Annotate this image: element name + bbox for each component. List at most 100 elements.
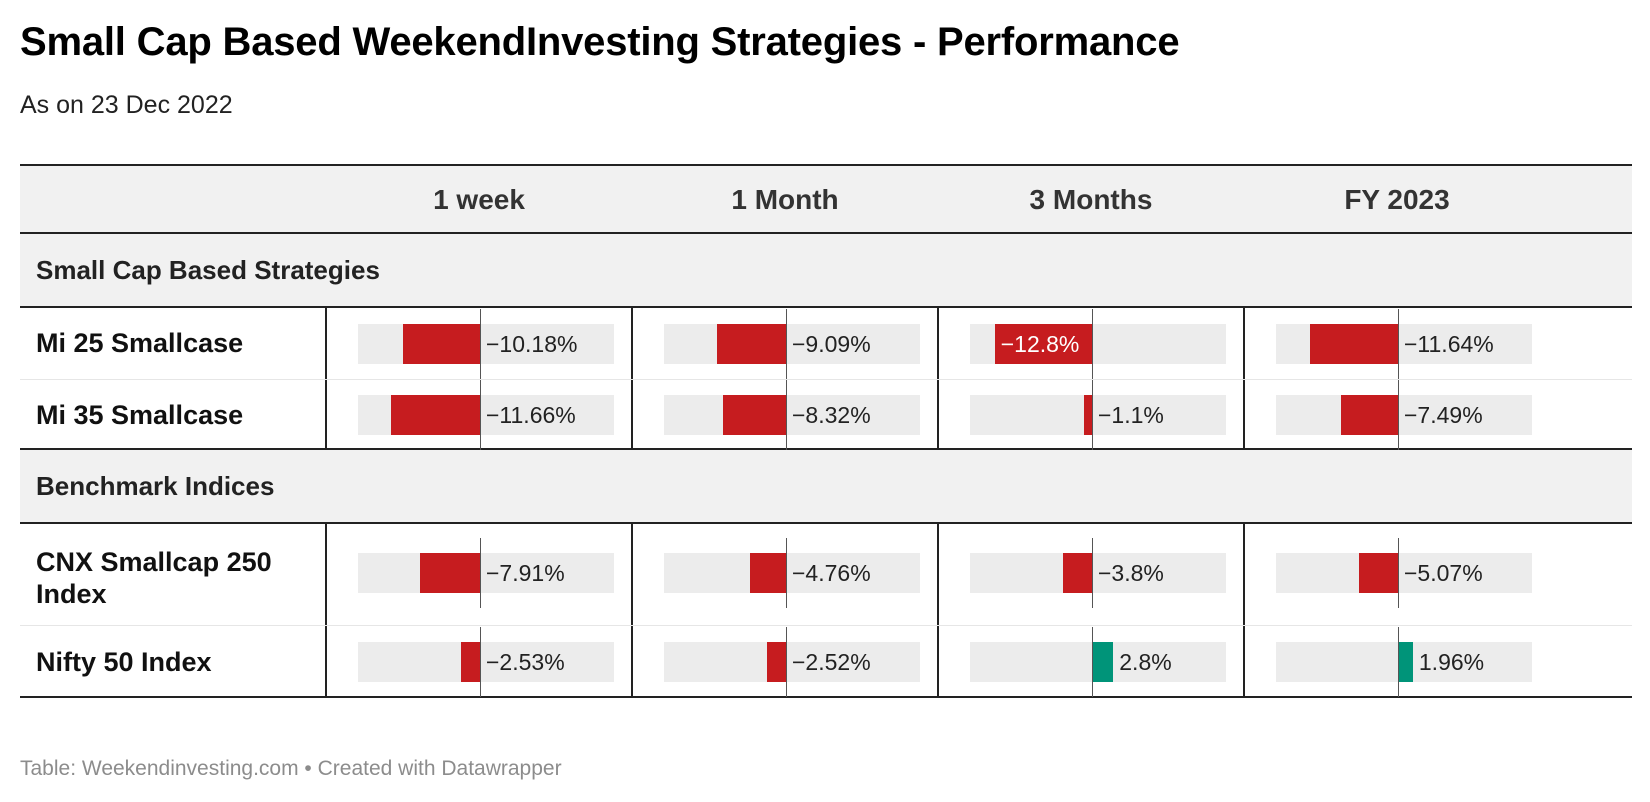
bar (749, 553, 786, 593)
bar (766, 642, 786, 682)
zero-axis (480, 380, 481, 450)
value-label: −2.52% (792, 649, 871, 675)
group-label: Small Cap Based Strategies (36, 255, 380, 285)
value-label: −12.8% (1000, 331, 1080, 357)
value-label: −2.53% (486, 649, 565, 675)
column-divider (631, 308, 633, 379)
row-label: Mi 35 Smallcase (36, 400, 244, 430)
bar-track: −9.09% (664, 309, 920, 379)
column-divider (1243, 380, 1245, 448)
performance-table: 1 week 1 Month 3 Months FY 2023 Small Cap B… (20, 164, 1632, 698)
value-label: −3.8% (1098, 560, 1164, 586)
bar (1398, 642, 1413, 682)
bar (994, 324, 1092, 364)
value-label: −7.91% (486, 560, 565, 586)
column-divider (631, 524, 633, 625)
bar (391, 395, 480, 435)
bar-track: −5.07% (1276, 538, 1532, 608)
value-label: −11.64% (1404, 331, 1494, 357)
value-label: −10.18% (486, 331, 578, 357)
value-label: 2.8% (1119, 649, 1172, 675)
group-row: Small Cap Based Strategies (20, 234, 1632, 308)
chart-subtitle: As on 23 Dec 2022 (20, 91, 233, 119)
zero-axis (786, 380, 787, 450)
column-divider (1243, 308, 1245, 379)
bar-track: −3.8% (970, 538, 1226, 608)
zero-axis (1092, 627, 1093, 697)
column-divider (325, 524, 327, 625)
zero-axis (1092, 380, 1093, 450)
source-footer: Table: Weekendinvesting.com • Created wi… (20, 757, 562, 780)
value-label: −4.76% (792, 560, 871, 586)
bar-track: −11.66% (358, 380, 614, 450)
zero-axis (786, 627, 787, 697)
column-divider (325, 380, 327, 448)
value-label: −8.32% (792, 402, 871, 428)
bar (1083, 395, 1092, 435)
chart-title: Small Cap Based WeekendInvesting Strateg… (20, 20, 1180, 64)
zero-axis (480, 627, 481, 697)
column-divider (937, 524, 939, 625)
column-header: 3 Months (1029, 184, 1153, 215)
bar (460, 642, 480, 682)
zero-axis (480, 309, 481, 379)
zero-axis (1398, 627, 1399, 697)
zero-axis (1092, 309, 1093, 379)
bar-track: 2.8% (970, 627, 1226, 697)
value-label: −7.49% (1404, 402, 1483, 428)
bar (1359, 553, 1398, 593)
column-header: FY 2023 (1344, 184, 1450, 215)
zero-axis (1398, 309, 1399, 379)
column-header: 1 Month (731, 184, 839, 215)
row-label: CNX Smallcap 250 Index (36, 547, 272, 609)
column-divider (937, 380, 939, 448)
zero-axis (786, 538, 787, 608)
zero-axis (1398, 538, 1399, 608)
bar (722, 395, 786, 435)
column-divider (1243, 626, 1245, 696)
bar (1092, 642, 1114, 682)
group-label: Benchmark Indices (36, 471, 275, 501)
column-divider (1243, 524, 1245, 625)
column-divider (937, 626, 939, 696)
group-row: Benchmark Indices (20, 450, 1632, 524)
zero-axis (1398, 380, 1399, 450)
bar-track: −2.53% (358, 627, 614, 697)
bar (402, 324, 480, 364)
value-label: −9.09% (792, 331, 871, 357)
value-label: 1.96% (1418, 649, 1485, 675)
table-header-row: 1 week 1 Month 3 Months FY 2023 (20, 164, 1632, 234)
bar-track: −4.76% (664, 538, 920, 608)
table-row: Mi 25 Smallcase −10.18% −9.09% −12.8% −11.64… (20, 308, 1632, 380)
zero-axis (786, 309, 787, 379)
column-divider (325, 626, 327, 696)
bar-track: −2.52% (664, 627, 920, 697)
column-divider (325, 308, 327, 379)
bar-track: −10.18% (358, 309, 614, 379)
column-header: 1 week (433, 184, 525, 215)
value-label: −5.07% (1404, 560, 1483, 586)
row-label: Nifty 50 Index (36, 647, 212, 677)
table-row: Nifty 50 Index −2.53% −2.52% 2.8% 1.96% (20, 626, 1632, 698)
bar (419, 553, 480, 593)
table-row: CNX Smallcap 250 Index −7.91% −4.76% −3.8% −… (20, 524, 1632, 626)
bar (1309, 324, 1398, 364)
column-divider (937, 308, 939, 379)
table-row: Mi 35 Smallcase −11.66% −8.32% −1.1% −7.49% (20, 380, 1632, 450)
value-label: −11.66% (486, 402, 576, 428)
bar-track: −7.49% (1276, 380, 1532, 450)
bar-track: −1.1% (970, 380, 1226, 450)
bar-track: 1.96% (1276, 627, 1532, 697)
bar-track: −12.8% (970, 309, 1226, 379)
bar (1063, 553, 1092, 593)
bar-track: −8.32% (664, 380, 920, 450)
bar-track: −7.91% (358, 538, 614, 608)
bar (716, 324, 786, 364)
column-divider (631, 380, 633, 448)
column-divider (631, 626, 633, 696)
bar-track: −11.64% (1276, 309, 1532, 379)
value-label: −1.1% (1098, 402, 1164, 428)
zero-axis (1092, 538, 1093, 608)
bar (1341, 395, 1398, 435)
row-label: Mi 25 Smallcase (36, 328, 244, 358)
